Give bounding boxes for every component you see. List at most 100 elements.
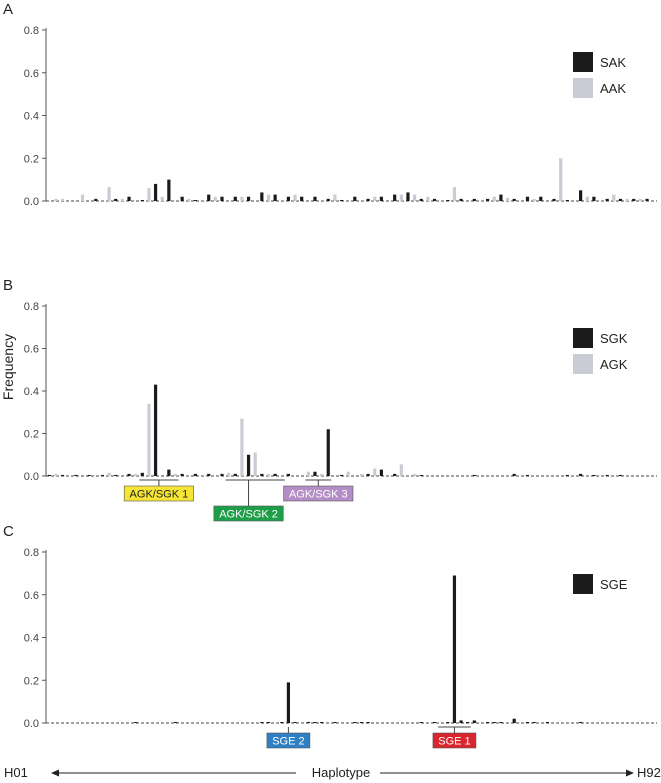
bar-sge (512, 718, 516, 723)
bar-sgk (260, 473, 264, 476)
callout-label: SGE 2 (272, 736, 304, 748)
bar-sge (353, 722, 357, 723)
series-sge (134, 575, 583, 723)
bar-sgk (127, 473, 131, 476)
bar-sak (127, 196, 131, 201)
bar-sge (492, 722, 496, 723)
callout-box (266, 732, 311, 749)
bar-sgk (286, 473, 291, 476)
panel-letter-a: A (3, 1, 13, 18)
y-tick-label-b: 0.0 (24, 471, 39, 483)
bar-sge (432, 722, 437, 723)
bar-sak (207, 194, 211, 201)
x-axis-arrowhead-left (51, 769, 59, 777)
callout-box (213, 505, 284, 522)
bar-aak (54, 198, 58, 201)
legend-label-aak: AAK (600, 81, 626, 96)
bar-sge (466, 722, 470, 723)
series-aak (54, 158, 642, 201)
bar-sgk (525, 474, 530, 476)
callout-label: AGK/SGK 1 (130, 489, 189, 501)
bar-agk (173, 473, 178, 476)
y-tick-label-a: 0.2 (24, 153, 39, 165)
bar-sak (605, 198, 609, 201)
bar-sgk (100, 474, 105, 476)
bar-sak (618, 198, 623, 201)
bar-sge (266, 722, 271, 723)
bar-agk (253, 452, 257, 476)
bar-aak (160, 196, 164, 201)
bar-sge (306, 721, 310, 723)
bar-sge (452, 575, 457, 723)
bar-aak (333, 194, 337, 201)
bar-sge (286, 682, 291, 723)
bar-sgk (313, 471, 317, 476)
bar-aak (61, 198, 65, 201)
bar-aak (559, 158, 563, 201)
bar-agk (346, 471, 350, 476)
bar-sak (246, 196, 251, 201)
haplotype-axis: H01 Haplotype H92 (4, 765, 661, 780)
bar-agk (107, 472, 111, 476)
legend-swatch-aak (573, 78, 593, 98)
bar-agk (54, 473, 58, 476)
bar-sak (260, 192, 264, 201)
bar-agk (320, 473, 324, 476)
bar-sge (486, 722, 490, 723)
callout-sge-1: SGE 1 (432, 726, 477, 749)
bar-sak (366, 198, 370, 201)
callout-box (123, 485, 194, 502)
bar-sak (525, 196, 530, 201)
callout-label: AGK/SGK 3 (289, 489, 348, 501)
bar-sge (419, 722, 423, 723)
bar-sgk (87, 474, 91, 476)
legend-a: SAK AAK (573, 52, 626, 98)
callout-box (432, 732, 477, 749)
series-sgk (47, 384, 623, 476)
bar-sak (472, 198, 476, 201)
bar-aak (492, 196, 496, 201)
bar-agk (412, 473, 417, 476)
x-axis-left-label: H01 (4, 765, 28, 780)
bar-sak (153, 183, 158, 201)
bar-sgk (472, 474, 476, 476)
bar-sgk (207, 473, 211, 476)
x-axis-arrowhead-right (626, 769, 634, 777)
series-sak (94, 179, 649, 201)
callout-agk-sgk-3: AGK/SGK 3 (283, 479, 354, 502)
bar-sge (320, 722, 324, 723)
bar-aak (213, 196, 217, 201)
y-tick-label-a: 0.6 (24, 68, 39, 80)
bar-aak (452, 187, 457, 201)
bar-sak (406, 192, 410, 201)
y-axis-label: Frequency (0, 334, 16, 400)
callout-label: SGE 1 (438, 736, 470, 748)
y-tick-label-c: 0.4 (24, 633, 39, 645)
bar-sgk (592, 474, 596, 476)
legend-label-agk: AGK (600, 357, 628, 372)
x-axis-title: Haplotype (312, 765, 371, 780)
callout-agk-sgk-1: AGK/SGK 1 (123, 479, 194, 502)
bar-agk (147, 403, 151, 476)
bar-sak (286, 196, 291, 201)
bar-agk (399, 464, 403, 476)
legend-c: SGE (573, 574, 628, 594)
bar-sak (459, 198, 463, 201)
bar-sge (134, 722, 138, 723)
legend-swatch-sak (573, 52, 593, 72)
bar-sak (592, 196, 596, 201)
bar-aak (80, 194, 85, 201)
bar-sgk (565, 474, 569, 476)
bar-sak (645, 198, 649, 201)
bar-sge (446, 722, 450, 723)
bar-sge (525, 722, 530, 723)
bar-sak (167, 179, 171, 201)
bar-aak (399, 194, 403, 201)
bar-aak (120, 198, 124, 201)
bar-sgk (220, 473, 224, 476)
callout-label: AGK/SGK 2 (219, 509, 278, 521)
bar-sge (313, 722, 317, 723)
bar-sak (140, 200, 144, 201)
bar-agk (134, 473, 138, 476)
y-tick-label-a: 0.8 (24, 25, 39, 37)
